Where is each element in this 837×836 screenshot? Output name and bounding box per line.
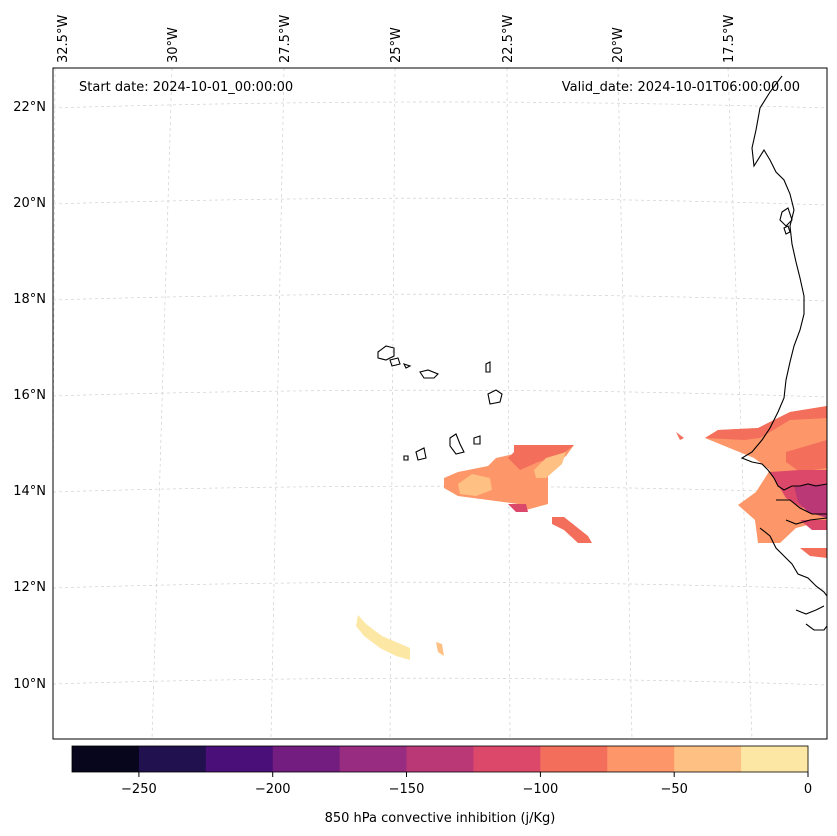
lon-label: 22.5°W [501, 15, 516, 63]
island-brava [403, 455, 409, 461]
colorbar-swatch [72, 746, 140, 772]
lon-label: 27.5°W [278, 15, 293, 63]
island-maio [473, 435, 481, 445]
cluster-southwest-small [436, 642, 444, 656]
lon-label: 20°W [611, 27, 626, 63]
lat-label: 18°N [13, 292, 46, 307]
coastlines [377, 75, 827, 631]
colorbar-swatch [406, 746, 474, 772]
island-sao-vicente [389, 357, 401, 367]
colorbar-swatch [205, 746, 274, 772]
colorbar-swatch [473, 746, 541, 772]
colorbar-ticks: −250 −200 −150 −100 −50 0 [121, 772, 812, 797]
island-sao-nicolau [419, 369, 439, 379]
colorbar [72, 746, 809, 772]
colorbar-tick-label: 0 [804, 782, 812, 797]
island-boa-vista [487, 389, 503, 405]
island-santo-antao [377, 345, 395, 361]
colorbar-swatch [674, 746, 742, 772]
lon-label: 25°W [389, 27, 404, 63]
island-sal [485, 361, 491, 373]
lat-label: 16°N [13, 388, 46, 403]
lon-label: 30°W [166, 27, 181, 63]
colorbar-frame [71, 745, 809, 773]
lat-label: 10°N [13, 677, 46, 692]
longitude-labels: 32.5°W 30°W 27.5°W 25°W 22.5°W 20°W 17.5… [56, 15, 737, 63]
cluster-senegal [676, 406, 827, 558]
colorbar-tick-label: −100 [523, 782, 559, 797]
africa-coastline [740, 75, 827, 491]
map-frame [52, 67, 828, 740]
colorbar-swatch [741, 746, 809, 772]
lat-label: 12°N [13, 580, 46, 595]
island-fogo [415, 447, 427, 461]
colorbar-swatch [339, 746, 408, 772]
cin-contours [356, 406, 827, 660]
colorbar-tick-label: −200 [255, 782, 291, 797]
cluster-southwest [356, 615, 410, 660]
island-santiago [449, 433, 465, 455]
map-area [53, 68, 827, 739]
lat-label: 14°N [13, 484, 46, 499]
colorbar-swatch [540, 746, 608, 772]
colorbar-tick-label: −50 [660, 782, 687, 797]
colorbar-swatch [607, 746, 675, 772]
colorbar-title: 850 hPa convective inhibition (j/Kg) [325, 811, 556, 826]
valid-date-text: Valid_date: 2024-10-01T06:00:00.00 [562, 80, 800, 95]
cluster-cape-verde [444, 445, 592, 543]
colorbar-swatch [138, 746, 207, 772]
latitude-labels: 22°N 20°N 18°N 16°N 14°N 12°N 10°N [13, 100, 46, 692]
colorbar-tick-label: −250 [121, 782, 157, 797]
start-date-text: Start date: 2024-10-01_00:00:00 [79, 80, 293, 95]
lon-label: 17.5°W [722, 15, 737, 63]
lon-label: 32.5°W [56, 15, 71, 63]
colorbar-tick-label: −150 [389, 782, 425, 797]
colorbar-swatch [272, 746, 341, 772]
gridlines [53, 68, 827, 739]
lat-label: 22°N [13, 100, 46, 115]
lat-label: 20°N [13, 196, 46, 211]
